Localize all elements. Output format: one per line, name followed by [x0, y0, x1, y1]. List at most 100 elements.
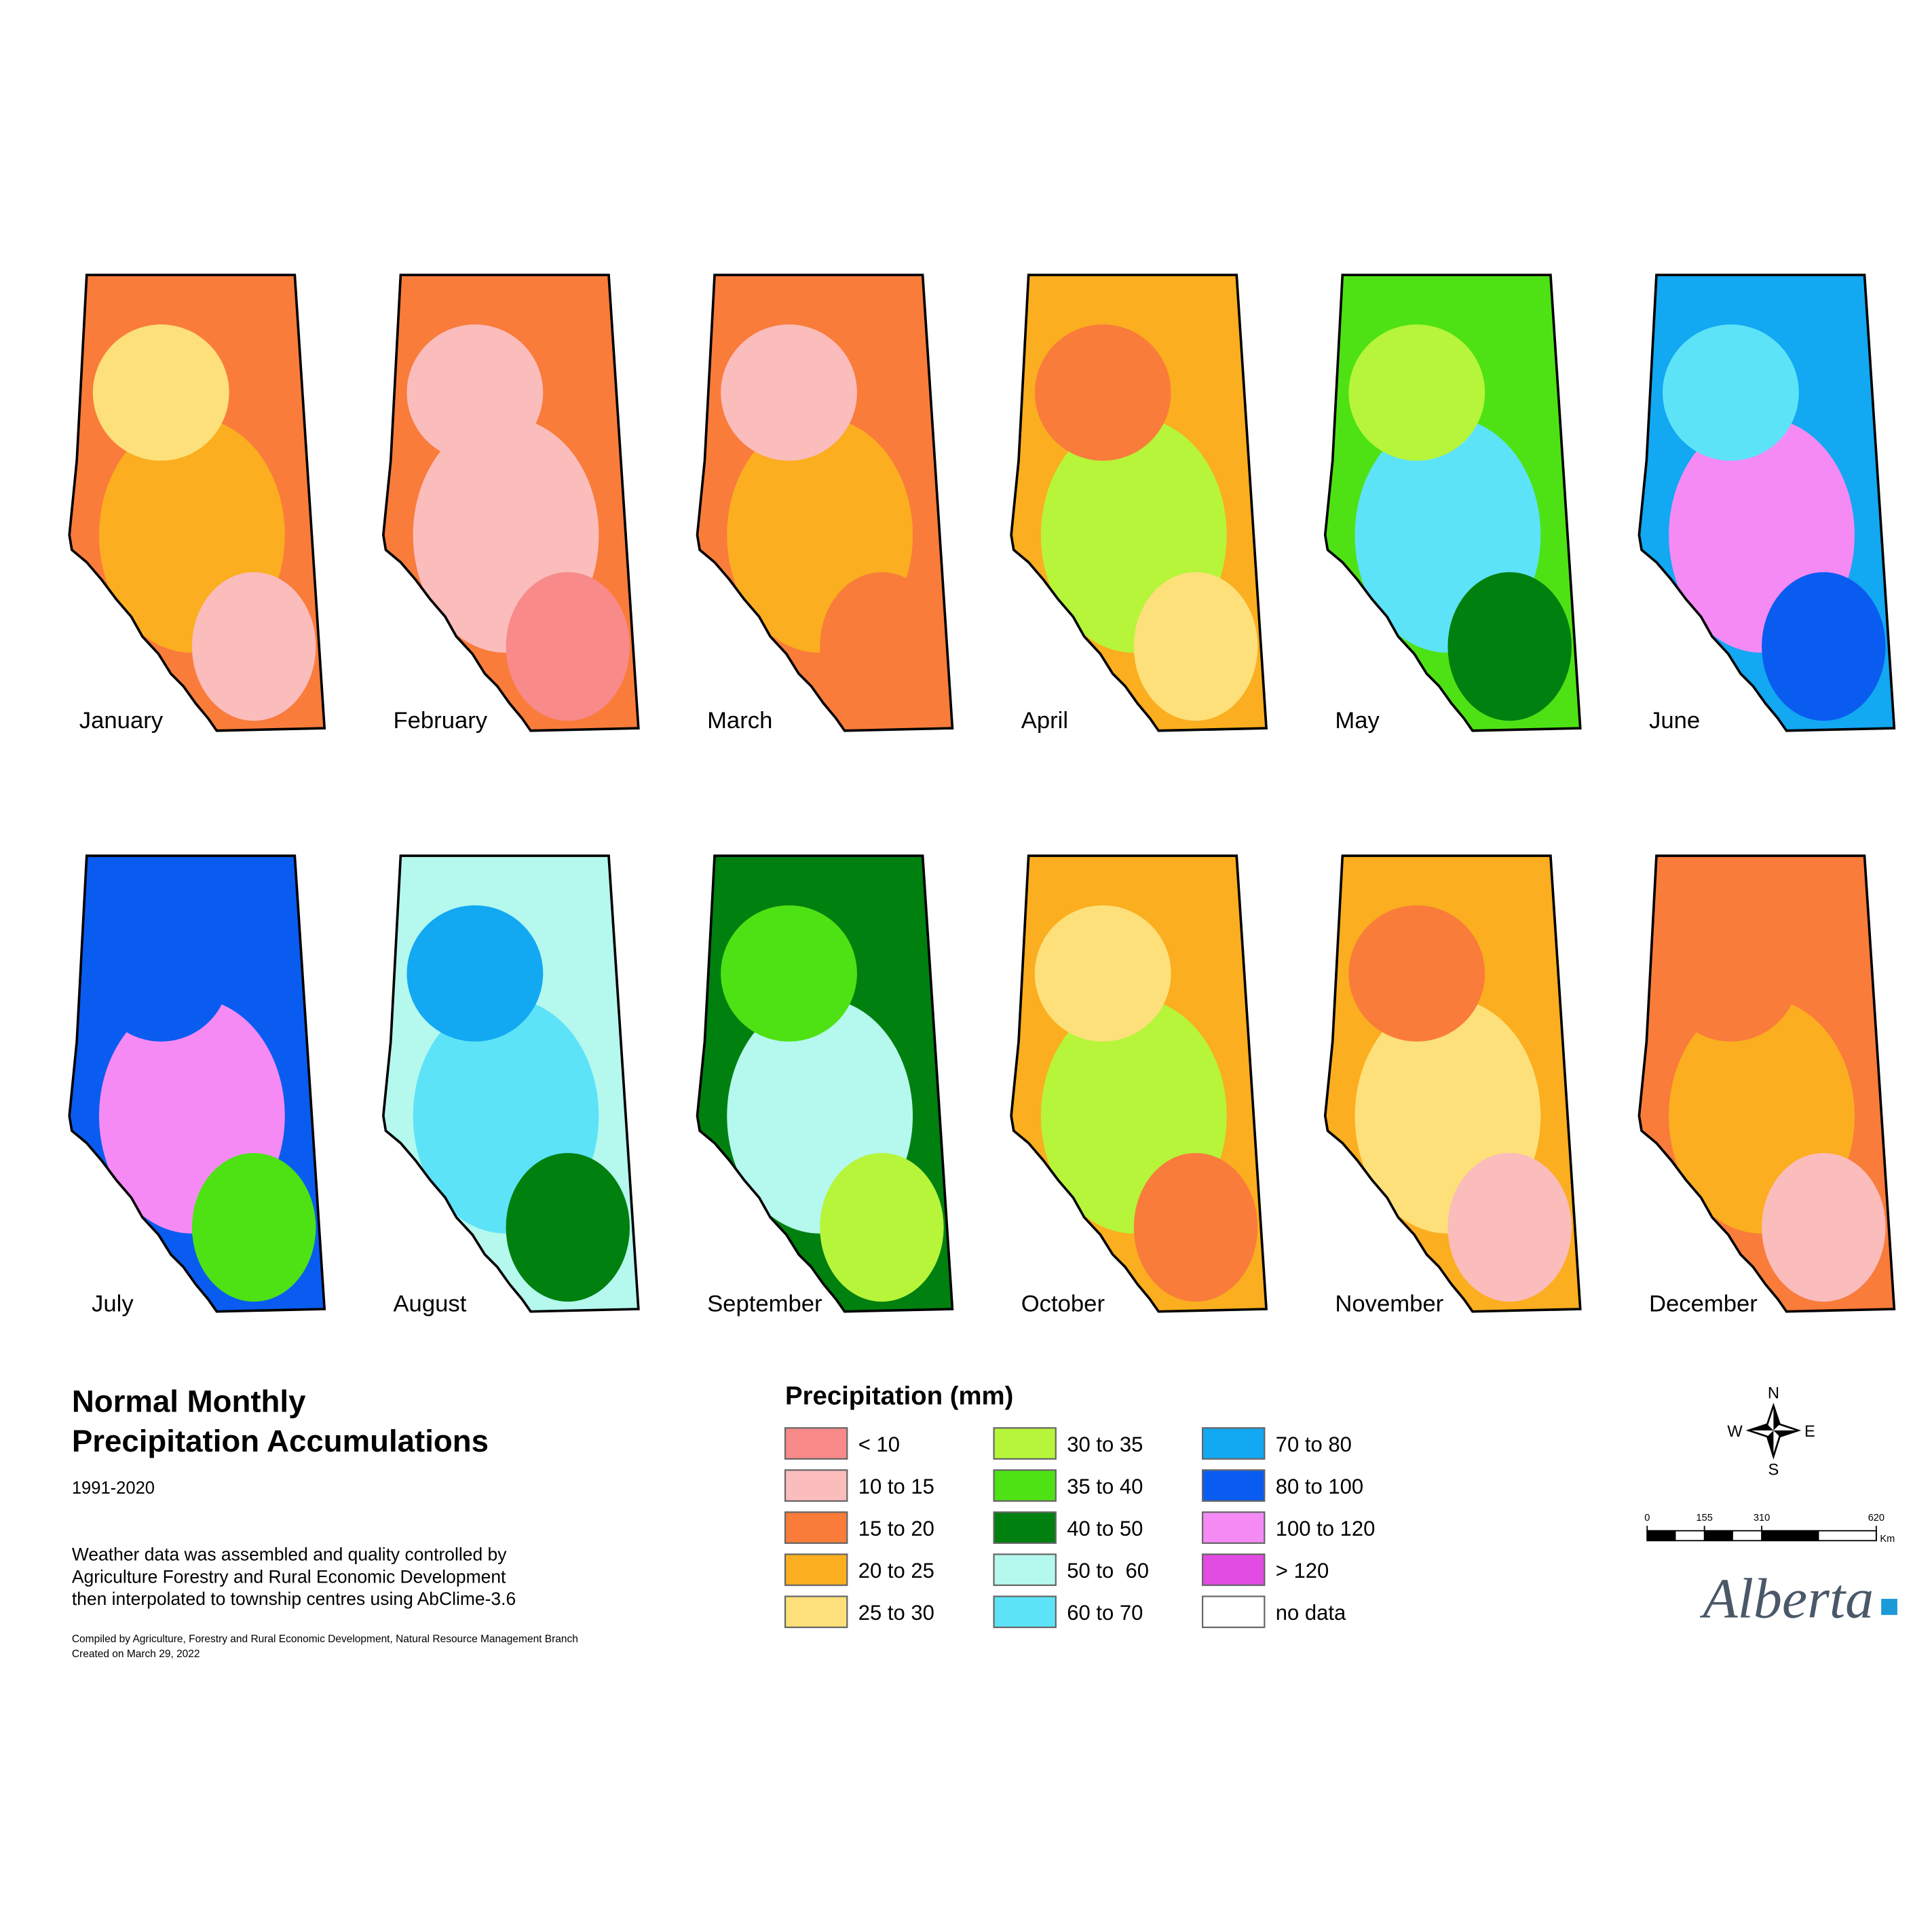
precip-zone — [820, 1153, 944, 1302]
province-outline — [381, 854, 640, 1313]
province-outline — [1010, 854, 1268, 1313]
scale-unit: Km — [1880, 1534, 1895, 1545]
legend-swatch — [784, 1427, 848, 1460]
legend-label: no data — [1276, 1601, 1346, 1625]
month-label: August — [393, 1291, 466, 1317]
compass-w: W — [1727, 1423, 1743, 1441]
legend-swatch — [993, 1553, 1057, 1587]
legend-label: 25 to 30 — [858, 1601, 934, 1625]
month-label: February — [393, 708, 487, 734]
legend-label: 100 to 120 — [1276, 1517, 1376, 1540]
legend-label: > 120 — [1276, 1559, 1329, 1583]
month-label: November — [1335, 1291, 1443, 1317]
precip-zone — [820, 572, 944, 721]
province-map — [1639, 275, 1895, 731]
month-label: December — [1649, 1291, 1758, 1317]
legend-label: 70 to 80 — [1276, 1433, 1352, 1456]
province-outline — [381, 273, 640, 732]
title: Normal Monthly — [72, 1384, 306, 1418]
province-map — [69, 856, 325, 1312]
precip-zone — [406, 905, 544, 1042]
precip-zone — [191, 572, 316, 721]
legend-swatch — [993, 1511, 1057, 1545]
legend-swatch — [993, 1469, 1057, 1502]
province-outline — [1323, 854, 1582, 1313]
precip-zone — [506, 572, 630, 721]
precip-zone — [1447, 572, 1572, 721]
period: 1991-2020 — [72, 1479, 155, 1498]
month-label: October — [1021, 1291, 1105, 1317]
legend-title: Precipitation (mm) — [785, 1382, 1013, 1411]
legend-swatch — [784, 1553, 848, 1587]
province-map — [1011, 856, 1267, 1312]
province-outline — [1637, 854, 1896, 1313]
credits: Created on March 29, 2022 — [72, 1648, 200, 1660]
description: then interpolated to township centres us… — [72, 1589, 516, 1609]
province-outline — [68, 273, 326, 732]
province-map — [1011, 275, 1267, 731]
month-label: April — [1021, 708, 1068, 734]
scale-segment — [1762, 1530, 1819, 1541]
month-label: July — [92, 1291, 134, 1317]
province-map — [1325, 275, 1580, 731]
scale-label: 155 — [1696, 1513, 1712, 1523]
precip-zone — [1762, 572, 1886, 721]
province-map — [697, 856, 953, 1312]
compass: N S E W — [1727, 1384, 1815, 1479]
scale-label: 620 — [1868, 1513, 1884, 1523]
legend-swatch — [1201, 1553, 1266, 1587]
precip-zone — [1133, 572, 1258, 721]
legend-swatch — [993, 1427, 1057, 1460]
legend-label: 80 to 100 — [1276, 1475, 1363, 1498]
legend-label: 30 to 35 — [1067, 1433, 1143, 1456]
precip-zone — [1447, 1153, 1572, 1302]
month-label: September — [707, 1291, 822, 1317]
province-map — [69, 275, 325, 731]
compass-s: S — [1768, 1462, 1779, 1479]
province-outline — [696, 854, 954, 1313]
precip-zone — [721, 905, 857, 1042]
precip-zone — [721, 324, 857, 461]
province-map — [1639, 856, 1895, 1312]
legend-label: 60 to 70 — [1067, 1601, 1143, 1625]
scale-segment — [1704, 1530, 1733, 1541]
precip-zone — [92, 324, 229, 461]
precip-zone — [506, 1153, 630, 1302]
precip-zone — [1762, 1153, 1886, 1302]
province-map — [383, 275, 639, 731]
description: Weather data was assembled and quality c… — [72, 1545, 507, 1565]
legend-swatch — [1201, 1595, 1266, 1629]
precip-zone — [1034, 324, 1171, 461]
province-map — [1325, 856, 1580, 1312]
legend-swatch — [1201, 1469, 1266, 1502]
province-map — [697, 275, 953, 731]
logo-square — [1881, 1599, 1897, 1615]
legend-label: < 10 — [858, 1433, 900, 1456]
month-label: May — [1335, 708, 1380, 734]
legend-label: 50 to 60 — [1067, 1559, 1149, 1583]
precip-zone — [1034, 905, 1171, 1042]
scale-label: 310 — [1754, 1513, 1770, 1523]
province-outline — [696, 273, 954, 732]
compass-e: E — [1804, 1423, 1815, 1441]
legend-label: 35 to 40 — [1067, 1475, 1143, 1498]
precip-zone — [1133, 1153, 1258, 1302]
logo: Alberta — [1699, 1567, 1874, 1630]
scale-segment — [1647, 1530, 1676, 1541]
precip-zone — [1348, 324, 1485, 461]
legend-swatch — [784, 1511, 848, 1545]
month-label: March — [707, 708, 772, 734]
legend-swatch — [1201, 1511, 1266, 1545]
province-map — [383, 856, 639, 1312]
province-outline — [1323, 273, 1582, 732]
month-label: June — [1649, 708, 1700, 734]
precip-zone — [92, 905, 229, 1042]
province-outline — [1637, 273, 1896, 732]
legend-label: 15 to 20 — [858, 1517, 934, 1540]
title: Precipitation Accumulations — [72, 1424, 489, 1458]
legend-swatch — [784, 1469, 848, 1502]
precip-zone — [191, 1153, 316, 1302]
precip-zone — [406, 324, 544, 461]
scale-label: 0 — [1644, 1513, 1650, 1523]
